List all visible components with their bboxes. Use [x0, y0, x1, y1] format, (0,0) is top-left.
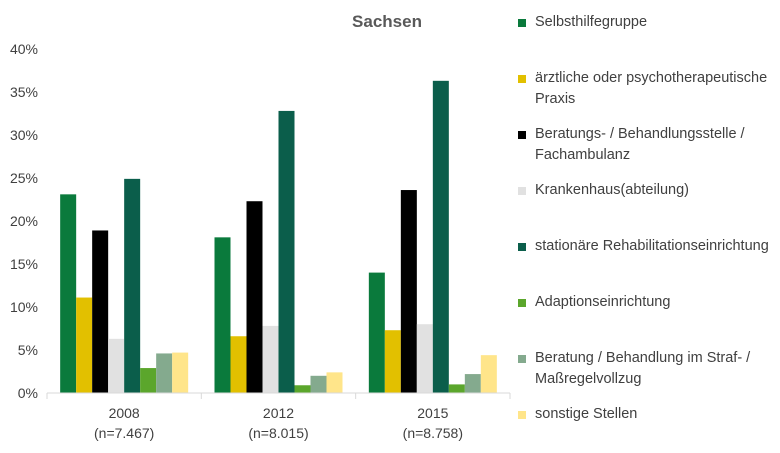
bar — [108, 338, 125, 393]
bar — [262, 325, 279, 393]
x-tick-label: (n=7.467) — [94, 425, 154, 441]
bar — [326, 372, 343, 393]
chart-title: Sachsen — [352, 12, 422, 31]
bar — [60, 194, 77, 393]
bars — [60, 80, 497, 394]
x-tick-label: 2015 — [417, 405, 448, 421]
legend-item: stationäre Rehabilitationseinrichtung — [518, 236, 775, 257]
y-tick-label: 15% — [10, 256, 38, 272]
x-tick-label: (n=8.758) — [403, 425, 463, 441]
legend-item: sonstige Stellen — [518, 404, 775, 425]
bar — [124, 178, 141, 393]
bar — [76, 297, 93, 393]
x-axis: 2008 (n=7.467) 2012 (n=8.015) 2015 (n=8.758) — [46, 392, 511, 441]
legend-swatch — [518, 131, 526, 139]
bar — [310, 375, 327, 393]
bar — [294, 385, 311, 393]
legend: Selbsthilfegruppe ärztliche oder psychoth… — [518, 0, 778, 453]
legend-swatch — [518, 19, 526, 27]
legend-label: ärztliche oder psychotherapeutische Prax… — [535, 70, 768, 107]
legend-label: Krankenhaus(abteilung) — [535, 182, 689, 198]
legend-item: Beratungs- / Behandlungsstelle / Fachamb… — [518, 124, 775, 166]
x-tick-label: 2008 — [109, 405, 140, 421]
bar — [416, 324, 433, 393]
bar — [432, 80, 449, 393]
y-tick-label: 30% — [10, 127, 38, 143]
bar — [156, 353, 173, 393]
legend-label: sonstige Stellen — [535, 406, 638, 422]
bar — [368, 272, 385, 393]
bar — [140, 368, 157, 393]
y-tick-label: 5% — [18, 342, 38, 358]
bar — [400, 190, 417, 393]
legend-item: Adaptionseinrichtung — [518, 292, 775, 313]
bar — [448, 384, 465, 393]
bar — [172, 352, 189, 393]
y-tick-label: 10% — [10, 299, 38, 315]
legend-item: Selbsthilfegruppe — [518, 12, 775, 33]
legend-swatch — [518, 355, 526, 363]
legend-label: Adaptionseinrichtung — [535, 294, 671, 310]
legend-item: Krankenhaus(abteilung) — [518, 180, 775, 201]
legend-swatch — [518, 187, 526, 195]
y-tick-label: 40% — [10, 41, 38, 57]
x-tick-label: (n=8.015) — [248, 425, 308, 441]
legend-item: ärztliche oder psychotherapeutische Prax… — [518, 68, 775, 110]
y-tick-label: 35% — [10, 84, 38, 100]
bar — [464, 374, 481, 393]
bar — [214, 237, 231, 393]
legend-label: Beratung / Behandlung im Straf- / Maßreg… — [535, 350, 751, 387]
y-axis: 0% 5% 10% 15% 20% 25% 30% 35% 40% — [10, 41, 38, 401]
bar — [92, 230, 109, 393]
legend-swatch — [518, 411, 526, 419]
legend-label: stationäre Rehabilitationseinrichtung — [535, 238, 769, 254]
y-tick-label: 0% — [18, 385, 38, 401]
legend-label: Beratungs- / Behandlungsstelle / Fachamb… — [535, 126, 745, 163]
y-tick-label: 25% — [10, 170, 38, 186]
legend-swatch — [518, 75, 526, 83]
bar — [480, 355, 497, 393]
legend-label: Selbsthilfegruppe — [535, 14, 648, 30]
y-tick-label: 20% — [10, 213, 38, 229]
legend-item: Beratung / Behandlung im Straf- / Maßreg… — [518, 348, 775, 390]
bar — [384, 330, 401, 393]
bar — [230, 336, 247, 393]
bar — [246, 201, 263, 393]
x-tick-label: 2012 — [263, 405, 294, 421]
legend-swatch — [518, 243, 526, 251]
legend-swatch — [518, 299, 526, 307]
bar — [278, 110, 295, 394]
